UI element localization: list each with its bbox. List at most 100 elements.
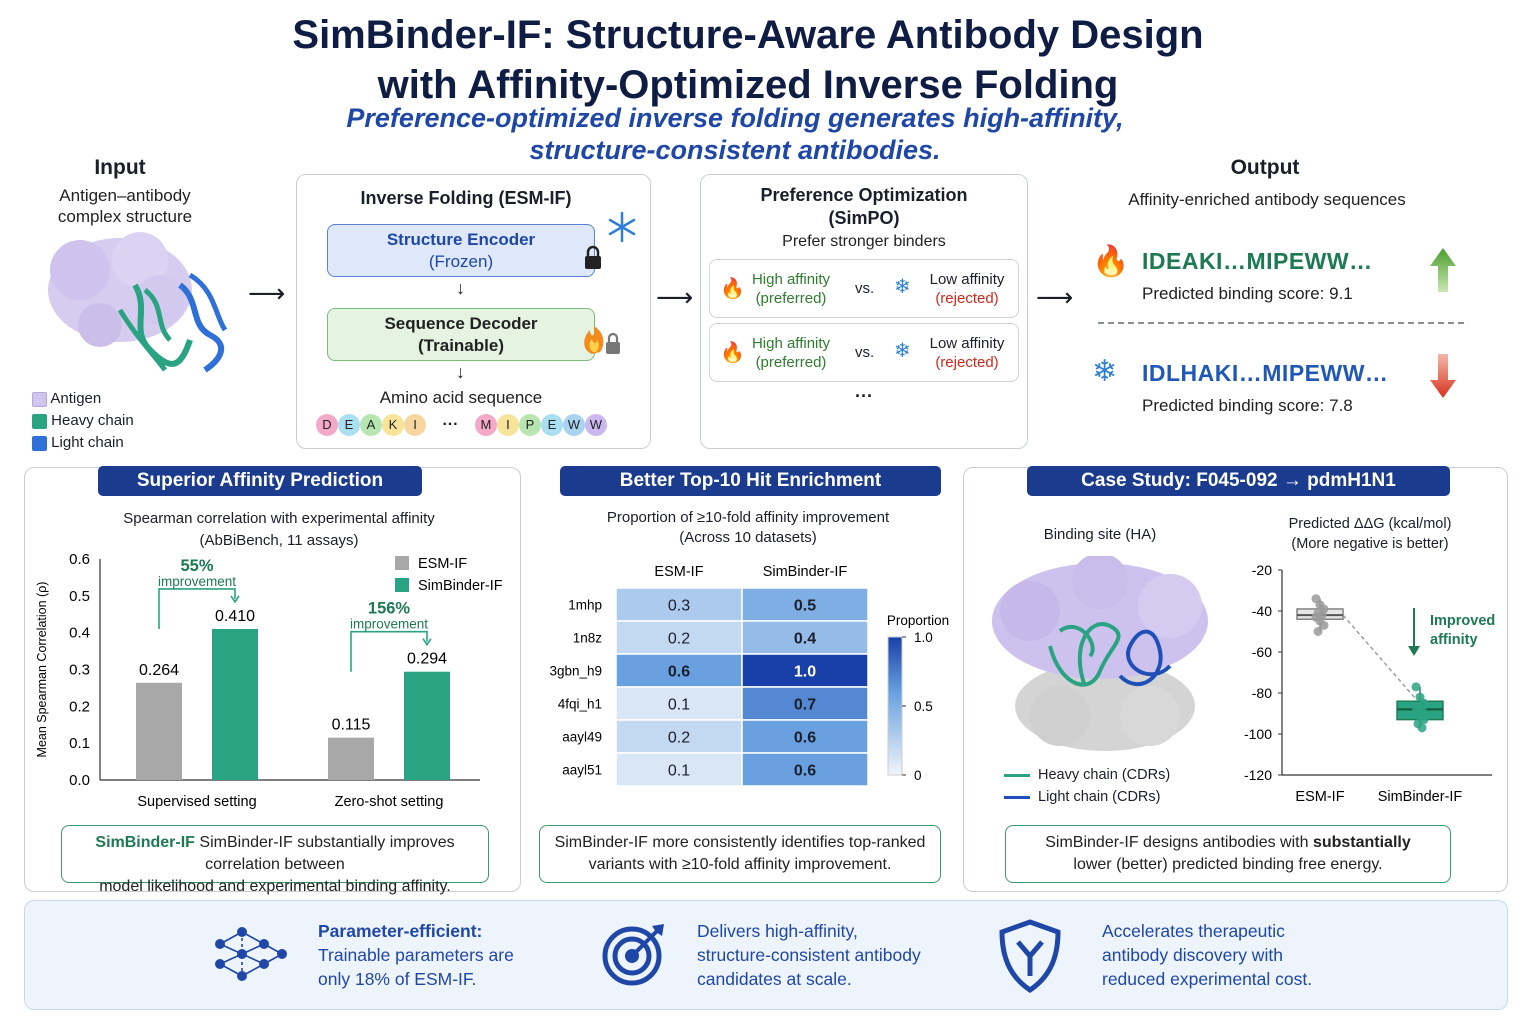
y-tick-label: 0.6 (69, 551, 90, 568)
data-point (1313, 627, 1323, 636)
y-tick-label: 0.1 (69, 735, 90, 752)
benefit-2-line-2: structure-consistent antibody (697, 945, 921, 965)
ddg-box-plot: -20 -40 -60 -80 -100 -120 ESM-IF SimBinder-IF (1244, 562, 1492, 805)
legend-swatch (395, 556, 409, 570)
benefits-row (24, 900, 1508, 1010)
heatmap-cell (741, 752, 869, 787)
heatmap-cell (741, 587, 869, 622)
legend-line-light (1004, 795, 1030, 799)
heatmap-value: 0.4 (794, 631, 816, 648)
benefit-1-title: Parameter-efficient: (318, 921, 483, 941)
preference-heading-line-1: Preference Optimization (760, 185, 968, 205)
arrow-right-icon: ⟶ (248, 278, 286, 308)
panel1-note-text: SimBinder-IF substantially improves corr… (199, 834, 455, 873)
y-tick-label: -120 (1244, 767, 1272, 783)
panel1-note: SimBinder-IF SimBinder-IF substantially … (61, 825, 489, 895)
heatmap-cell (741, 719, 869, 754)
improvement-bracket (158, 588, 236, 629)
chart-subtitle: (AbBiBench, 11 assays) (199, 532, 359, 549)
aa-token: D (316, 414, 338, 436)
bar-value-label: 0.115 (332, 717, 371, 734)
complex-structure-image (48, 232, 228, 373)
benefit-3-line-3: reduced experimental cost. (1102, 969, 1313, 989)
aa-token: A (360, 414, 382, 436)
decoder-status: (Trainable) (418, 336, 504, 355)
heatmap-value: 0.6 (794, 730, 816, 747)
panel1-note-line-1: SimBinder-IF SimBinder-IF substantially … (95, 834, 455, 873)
heatmap-row-label: aayl49 (562, 730, 602, 745)
preference-heading: Preference Optimization (SimPO) (700, 184, 1028, 230)
heatmap-cell (741, 620, 869, 655)
pair-preferred-tag: (preferred) (755, 354, 827, 371)
trend-line (1342, 614, 1417, 700)
aa-token: K (382, 414, 404, 436)
heatmap-value: 0.7 (794, 697, 816, 714)
preference-sub: Prefer stronger binders (782, 233, 946, 250)
annotation-line-2: affinity (1430, 632, 1478, 648)
snowflake-icon (608, 211, 636, 243)
preference-more: ··· (855, 386, 873, 406)
shield-antibody-icon (999, 919, 1061, 994)
pair-preferred: High affinity (preferred) (746, 270, 836, 308)
preference-pair: 🔥 High affinity (preferred) vs. ❄ Low af… (709, 259, 1019, 318)
panel3-note-text: SimBinder-IF designs antibodies with (1045, 834, 1313, 851)
decoder-label: Sequence Decoder (384, 314, 538, 333)
subtitle-line-1: Preference-optimized inverse folding gen… (346, 103, 1124, 133)
flame-lock-icon (584, 326, 620, 354)
output-seq-1: IDEAKI…MIPEWW… (1142, 248, 1373, 274)
legend-swatch-heavy (32, 413, 47, 429)
arrow-down-icon: ↓ (456, 278, 465, 298)
heatmap-column-label: SimBinder-IF (763, 564, 848, 580)
panel3-note: SimBinder-IF designs antibodies with sub… (1005, 825, 1451, 883)
heatmap-value: 1.0 (794, 664, 816, 681)
flame-icon: 🔥 (720, 342, 745, 364)
input-legend: Antigen Heavy chain Light chain (32, 388, 134, 454)
chart-title: Spearman correlation with experimental a… (123, 510, 435, 527)
improvement-word: improvement (158, 574, 236, 589)
improvement-arrow-icon (422, 638, 432, 647)
output-score-2: Predicted binding score: 7.8 (1142, 396, 1353, 415)
input-desc-line-1: Antigen–antibody (59, 186, 191, 205)
snowflake-icon: ❄ (894, 340, 911, 362)
colorbar-tick-label: 1.0 (914, 630, 933, 645)
preference-heading-line-2: (SimPO) (828, 208, 900, 228)
output-divider (1098, 322, 1464, 324)
improvement-arrow-icon (230, 595, 240, 604)
aa-token: P (518, 414, 541, 436)
panel3-note-line-2: lower (better) predicted binding free en… (1073, 856, 1383, 873)
annotation-line-1: Improved (1430, 613, 1496, 629)
bar-value-label: 0.410 (215, 608, 255, 625)
colorbar-label: Proportion (887, 613, 949, 628)
pair-preferred-label: High affinity (751, 335, 831, 352)
pair-vs: vs. (855, 344, 875, 361)
pair-rejected-label: Low affinity (929, 335, 1005, 352)
benefit-1-line-2: Trainable parameters are (318, 945, 514, 965)
chart-subtitle: (Across 10 datasets) (679, 529, 817, 546)
y-tick-label: -100 (1244, 726, 1272, 742)
chart-subtitle: (More negative is better) (1291, 536, 1449, 552)
flame-icon: 🔥 (720, 278, 745, 300)
data-point (1417, 723, 1427, 733)
heatmap-cell (741, 653, 869, 688)
page-title: SimBinder-IF: Structure-Aware Antibody D… (0, 10, 1496, 110)
improvement-bracket (350, 630, 428, 672)
structure-encoder-box: Structure Encoder (Frozen) (327, 224, 595, 277)
benefit-3-line-2: antibody discovery with (1102, 945, 1283, 965)
aa-token: W (584, 414, 607, 436)
spearman-bar-chart: Mean Spearman Correlation (ρ) 0.0 0.1 0.2 0.… (35, 551, 503, 810)
panel2-chart-title: Proportion of ≥10-fold affinity improvem… (520, 508, 976, 548)
binding-site-label: Binding site (HA) (1043, 526, 1157, 543)
bar-SimBinder-IF (212, 628, 258, 780)
heatmap-value: 0.5 (794, 598, 816, 615)
chart-title: Proportion of ≥10-fold affinity improvem… (606, 509, 890, 526)
panel1-note-line-2: model likelihood and experimental bindin… (99, 878, 451, 895)
panel3-banner: Case Study: F045-092 → pdmH1N1 (1027, 466, 1450, 496)
y-tick-label: 0.4 (69, 625, 90, 642)
sequence-decoder-box: Sequence Decoder (Trainable) (327, 308, 595, 361)
aa-token: W (562, 414, 585, 436)
benefit-3-line-1: Accelerates therapeutic (1102, 921, 1285, 941)
legend-swatch-antigen (32, 391, 47, 407)
colorbar-tick-label: 0 (914, 768, 922, 783)
bar-value-label: 0.294 (407, 651, 447, 668)
target-icon (602, 924, 664, 986)
